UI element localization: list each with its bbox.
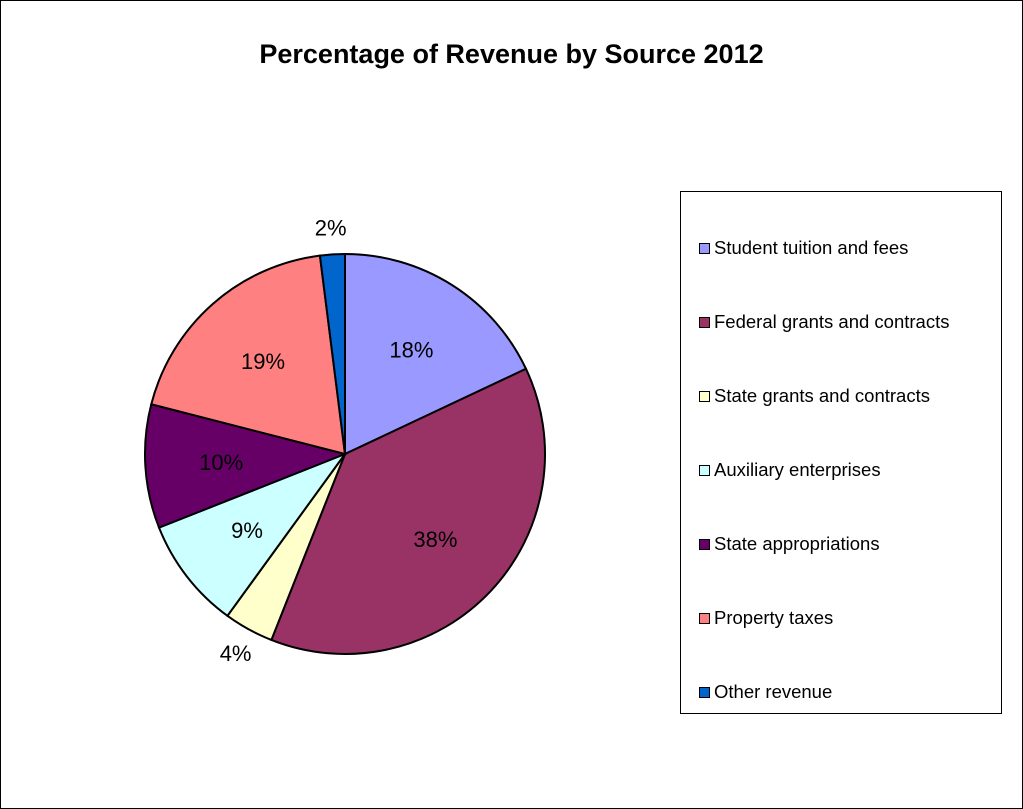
pie-slice-federal-grants-and-contracts: [270, 367, 546, 655]
legend: Student tuition and fees Federal grants a…: [680, 191, 1002, 714]
pie-slice-property-taxes: [150, 254, 347, 456]
pie-label: 10%: [199, 450, 243, 475]
legend-swatch: [699, 390, 710, 402]
pie-slice-auxiliary-enterprises: [157, 451, 348, 618]
legend-swatch: [699, 316, 710, 328]
legend-item: Auxiliary enterprises: [699, 459, 881, 481]
legend-label: Auxiliary enterprises: [714, 459, 881, 480]
legend-item: State grants and contracts: [699, 385, 930, 407]
pie-label: 19%: [241, 349, 285, 374]
legend-item: Student tuition and fees: [699, 237, 908, 259]
pie-slice-other-revenue: [318, 252, 346, 455]
legend-item: Property taxes: [699, 607, 833, 629]
legend-swatch: [699, 612, 710, 624]
legend-label: State grants and contracts: [714, 385, 930, 406]
legend-item: Other revenue: [699, 681, 832, 703]
legend-label: Other revenue: [714, 681, 833, 702]
legend-swatch: [699, 538, 710, 550]
legend-swatch: [699, 242, 710, 254]
chart-title: Percentage of Revenue by Source 2012: [259, 39, 764, 69]
legend-label: Federal grants and contracts: [714, 311, 950, 332]
pie-label: 2%: [315, 215, 347, 240]
legend-item: Federal grants and contracts: [699, 311, 950, 333]
pie-label: 18%: [389, 337, 433, 362]
pie-slice-state-appropriations: [144, 403, 349, 529]
pie-label: 9%: [231, 518, 263, 543]
pie-label: 38%: [413, 527, 457, 552]
legend-label: Student tuition and fees: [714, 237, 909, 258]
legend-label: State appropriations: [714, 533, 880, 554]
legend-label: Property taxes: [714, 607, 834, 628]
legend-swatch: [699, 464, 710, 476]
pie-label: 4%: [220, 641, 252, 666]
legend-swatch: [699, 686, 710, 698]
legend-item: State appropriations: [699, 533, 880, 555]
pie-slice-student-tuition-and-fees: [344, 252, 528, 456]
